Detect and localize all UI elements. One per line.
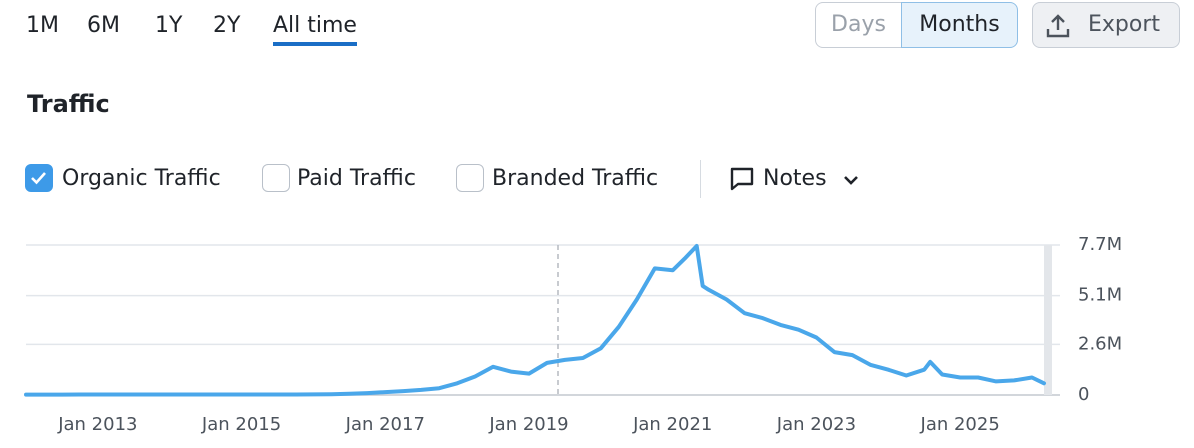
- range-tab[interactable]: 1M: [26, 13, 59, 38]
- section-title: Traffic: [27, 90, 110, 118]
- x-tick-label: Jan 2013: [57, 414, 137, 435]
- months-toggle[interactable]: Months: [901, 2, 1018, 48]
- range-tab[interactable]: 1Y: [155, 13, 183, 38]
- y-tick-label: 0: [1078, 384, 1089, 405]
- export-label: Export: [1088, 12, 1161, 37]
- paid-label[interactable]: Paid Traffic: [297, 166, 416, 191]
- y-tick-label: 7.7M: [1078, 234, 1122, 255]
- series-line: [24, 244, 1046, 397]
- branded-checkbox[interactable]: [456, 164, 484, 192]
- branded-label[interactable]: Branded Traffic: [492, 166, 659, 191]
- days-toggle[interactable]: Days: [815, 2, 902, 48]
- export-button[interactable]: Export: [1032, 2, 1180, 48]
- x-tick-label: Jan 2015: [201, 414, 281, 435]
- x-tick-label: Jan 2021: [632, 414, 712, 435]
- x-tick-label: Jan 2019: [488, 414, 568, 435]
- x-tick-label: Jan 2023: [776, 414, 856, 435]
- y-tick-label: 5.1M: [1078, 285, 1122, 306]
- separator: [700, 160, 701, 198]
- x-tick-label: Jan 2025: [920, 414, 1000, 435]
- partial-period-band: [1044, 245, 1052, 395]
- y-tick-label: 2.6M: [1078, 333, 1122, 354]
- range-tab[interactable]: 2Y: [213, 13, 241, 38]
- organic-label[interactable]: Organic Traffic: [62, 166, 221, 191]
- chevron-icon: [844, 176, 858, 185]
- check-icon: [31, 172, 46, 185]
- range-tab[interactable]: All time: [273, 10, 357, 46]
- organic-checkbox[interactable]: [25, 164, 53, 192]
- export-icon: [1046, 14, 1070, 38]
- notes-icon: [730, 167, 754, 191]
- paid-checkbox[interactable]: [262, 164, 290, 192]
- range-tab[interactable]: 6M: [87, 13, 120, 38]
- x-tick-label: Jan 2017: [345, 414, 425, 435]
- notes-label[interactable]: Notes: [763, 166, 827, 191]
